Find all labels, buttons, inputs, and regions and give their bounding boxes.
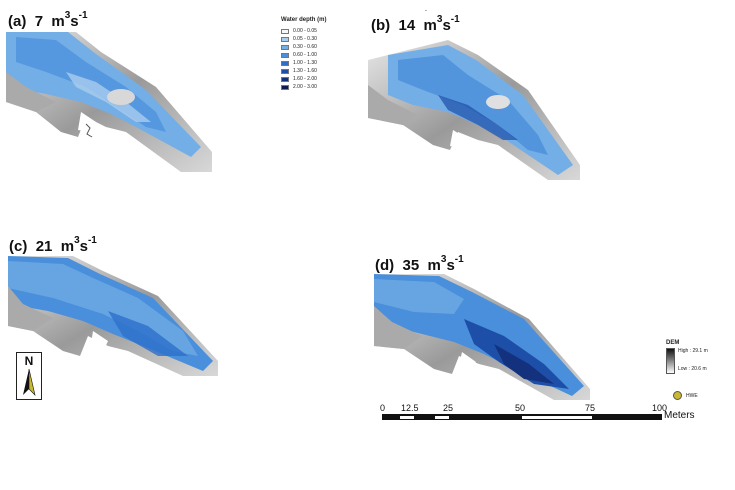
dem-title: DEM	[666, 340, 680, 346]
depth-map-c	[8, 256, 218, 376]
scale-tick: 0	[380, 403, 386, 413]
legend-title: Water depth (m)	[281, 17, 327, 23]
panel-label-d: (d) 35 m3s-1	[375, 254, 464, 274]
legend-swatch	[281, 76, 289, 82]
dem-legend: DEM High : 29.1 m Low : 20.6 m	[666, 340, 708, 374]
scale-bar: 0 12.5 25 50 75 100 Meters	[380, 403, 710, 423]
legend-item: 1.60 - 2.00	[281, 75, 361, 83]
legend-item: 0.60 - 1.00	[281, 51, 361, 59]
scale-bar-graphic	[382, 414, 662, 420]
legend-item: 1.00 - 1.30	[281, 59, 361, 67]
legend-swatch	[281, 68, 289, 74]
dem-high: High : 29.1 m	[678, 348, 708, 354]
dem-low: Low : 20.6 m	[678, 366, 707, 372]
legend-swatch	[281, 60, 289, 66]
legend-swatch	[281, 36, 289, 42]
legend-swatch	[281, 84, 289, 90]
scale-tick: 12.5	[401, 403, 419, 413]
hwe-label: HWE	[686, 392, 698, 399]
legend-item: 0.00 - 0.05	[281, 27, 361, 35]
depth-map-b	[368, 40, 580, 180]
scale-tick: 100	[652, 403, 668, 413]
legend-item: 0.30 - 0.60	[281, 43, 361, 51]
scale-tick: 75	[585, 403, 596, 413]
panel-label-a: (a) 7 m3s-1	[8, 10, 88, 30]
legend-swatch	[281, 44, 289, 50]
depth-map-d	[374, 274, 590, 400]
panel-label-c: (c) 21 m3s-1	[9, 235, 97, 255]
water-depth-legend: Water depth (m) 0.00 - 0.05 0.05 - 0.30 …	[281, 17, 361, 91]
hwe-legend: HWE	[673, 391, 698, 400]
north-letter: N	[24, 354, 34, 368]
north-arrow: N	[16, 352, 42, 400]
top-mark: -	[425, 8, 427, 14]
legend-item: 0.05 - 0.30	[281, 35, 361, 43]
panel-label-b: (b) 14 m3s-1	[371, 14, 460, 34]
legend-swatch	[281, 52, 289, 58]
legend-item: 2.00 - 3.00	[281, 83, 361, 91]
scale-tick: 50	[515, 403, 526, 413]
scale-unit: Meters	[664, 410, 695, 421]
dem-gradient	[666, 348, 675, 374]
hwe-marker-icon	[673, 391, 682, 400]
depth-map-a	[6, 32, 212, 172]
north-arrow-icon	[23, 368, 36, 396]
legend-item: 1.30 - 1.60	[281, 67, 361, 75]
scale-tick: 25	[443, 403, 454, 413]
legend-swatch	[281, 28, 289, 34]
